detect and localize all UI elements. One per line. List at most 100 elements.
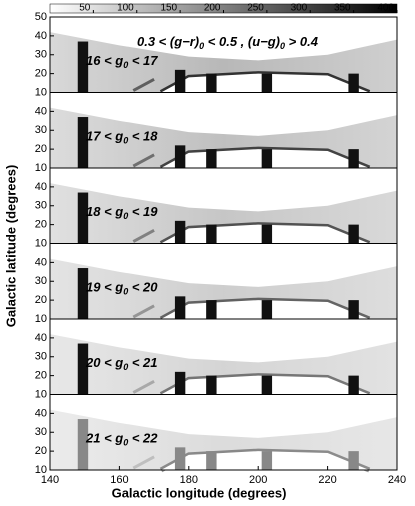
y-tick-label: 10 [35, 162, 47, 174]
x-axis-label: Galactic longitude (degrees) [112, 485, 287, 500]
stripe [261, 73, 273, 93]
label-text: 16 < g [86, 53, 123, 68]
subscript: 0 [123, 60, 128, 70]
panel-label: 20 < g0 < 21 [85, 355, 158, 372]
stream [132, 228, 155, 243]
y-tick-label: 20 [35, 219, 47, 231]
y-tick-label: 40 [35, 332, 47, 344]
label-text: < 19 [128, 204, 158, 219]
subscript: 0 [123, 287, 128, 297]
y-tick-label: 50 [35, 11, 47, 23]
colorbar-tick-label: 50 [79, 3, 91, 14]
y-tick-label: 20 [35, 143, 47, 155]
label-text: < 22 [128, 431, 158, 446]
label-text: < 0.5 , (u−g) [204, 34, 280, 49]
label-text: < 18 [128, 129, 158, 144]
panel: 10 20 30 40 20 < g0 < 21 [35, 318, 398, 400]
stripe [206, 224, 217, 244]
stripe [77, 41, 89, 93]
subscript: 0 [123, 211, 128, 221]
y-tick-label: 30 [35, 200, 47, 212]
stripe [261, 224, 273, 244]
colorbar-tick-label: 300 [291, 3, 308, 14]
stripe [206, 149, 217, 168]
stripe [174, 145, 186, 168]
stripe [348, 451, 359, 470]
label-text: 20 < g [85, 355, 123, 370]
stripe [206, 375, 217, 395]
x-tick-label: 220 [318, 474, 336, 486]
y-tick-label: 20 [35, 445, 47, 457]
y-tick-label: 30 [35, 351, 47, 363]
label-text: 19 < g [86, 280, 123, 295]
colorbar-tick-label: 250 [247, 3, 264, 14]
colorbar-tick-label: 200 [204, 3, 221, 14]
panel: 10 20 30 40 18 < g0 < 19 [35, 167, 398, 249]
panel: 10 20 30 40 19 < g0 < 20 [35, 243, 398, 325]
label-text: < 21 [128, 355, 157, 370]
stripe [174, 220, 186, 244]
y-tick-label: 30 [35, 49, 47, 61]
panel: 10 20 30 40 21 < g0 < 22 [35, 394, 398, 476]
subscript: 0 [280, 41, 285, 51]
stripe [206, 451, 217, 470]
y-axis-label: Galactic latitude (degrees) [3, 165, 18, 328]
stripe [77, 117, 89, 168]
y-tick-label: 10 [35, 313, 47, 325]
y-tick-label: 10 [35, 464, 47, 476]
stream [132, 379, 155, 394]
y-tick-label: 10 [35, 237, 47, 249]
stripe [261, 451, 273, 470]
label-text: 0.3 < (g−r) [137, 34, 199, 49]
stripe [261, 149, 273, 168]
stripe [174, 447, 186, 470]
y-tick-label: 40 [35, 105, 47, 117]
stream [132, 455, 155, 470]
label-text: 17 < g [86, 129, 123, 144]
colorbar-tick-label: 100 [117, 3, 134, 14]
x-tick-label: 160 [110, 474, 128, 486]
stripe [174, 69, 186, 93]
panel-label: 16 < g0 < 17 [86, 53, 158, 70]
subscript: 0 [123, 362, 128, 372]
x-tick-label: 180 [180, 474, 198, 486]
stripe [77, 192, 89, 244]
stripe [77, 268, 89, 319]
colorbar-tick-label: 150 [160, 3, 177, 14]
stripe [348, 375, 359, 395]
y-tick-label: 40 [35, 407, 47, 419]
panel-label: 0.3 < (g−r)0 < 0.5 , (u−g)0 > 0.4 [137, 34, 319, 51]
y-tick-label: 30 [35, 426, 47, 438]
panel: 10 20 30 40 17 < g0 < 18 [35, 92, 398, 174]
label-text: 21 < g [85, 431, 123, 446]
y-tick-label: 30 [35, 124, 47, 136]
panel-label: 17 < g0 < 18 [86, 129, 158, 146]
panel-label: 19 < g0 < 20 [86, 280, 158, 297]
label-text: > 0.4 [285, 34, 319, 49]
stripe [174, 296, 186, 319]
stripe [348, 224, 359, 244]
subscript: 0 [199, 41, 204, 51]
y-tick-label: 20 [35, 294, 47, 306]
label-text: 18 < g [86, 204, 123, 219]
label-text: < 17 [128, 53, 158, 68]
x-tick-label: 140 [41, 474, 59, 486]
stream [132, 153, 155, 168]
stripe [206, 300, 217, 319]
stripe [348, 149, 359, 168]
stripe [348, 300, 359, 319]
x-tick-label: 200 [249, 474, 267, 486]
stripe [77, 419, 89, 470]
y-tick-label: 20 [35, 68, 47, 80]
stream [132, 304, 155, 319]
panel-label: 18 < g0 < 19 [86, 204, 158, 221]
stripe [348, 73, 359, 93]
stripe [77, 343, 89, 395]
y-tick-label: 30 [35, 275, 47, 287]
stripe [261, 300, 273, 319]
stripe [174, 371, 186, 395]
y-tick-label: 40 [35, 30, 47, 42]
y-tick-label: 10 [35, 86, 47, 98]
